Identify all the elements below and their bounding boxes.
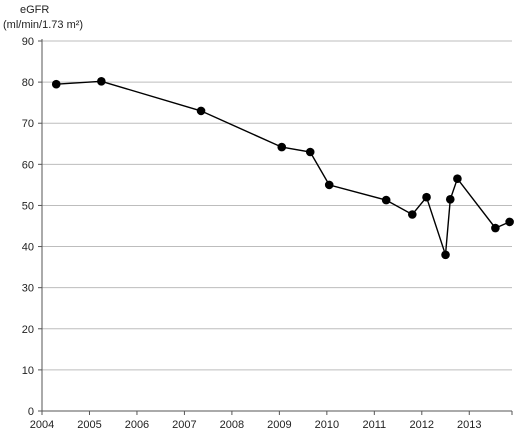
x-tick-label-2006: 2006 — [125, 419, 149, 431]
x-tick-label-2011: 2011 — [362, 419, 386, 431]
y-axis-unit: (ml/min/1.73 m²) — [3, 19, 83, 31]
data-point-4 — [305, 147, 315, 157]
x-tick-labels: 2004 2005 2006 2007 2008 2009 2010 2011 2012 2013 — [30, 419, 482, 431]
x-tick-label-2007: 2007 — [172, 419, 196, 431]
x-tick-label-2013: 2013 — [457, 419, 481, 431]
x-tick-label-2005: 2005 — [77, 419, 101, 431]
y-tick-label-0: 0 — [28, 406, 34, 418]
series-egfr — [51, 76, 514, 260]
data-point-10 — [445, 194, 455, 204]
series-line — [56, 80, 510, 256]
data-point-1 — [97, 76, 106, 86]
y-tick-label-90: 90 — [22, 36, 34, 48]
y-tick-label-20: 20 — [22, 324, 34, 336]
x-tick-label-2012: 2012 — [410, 419, 434, 431]
y-tick-label-80: 80 — [22, 77, 34, 89]
x-tick-label-2004: 2004 — [30, 419, 54, 431]
data-point-9 — [441, 250, 450, 260]
y-tick-label-50: 50 — [22, 200, 34, 212]
data-point-6 — [381, 195, 391, 205]
y-tick-label-30: 30 — [22, 283, 34, 295]
x-tick-label-2008: 2008 — [220, 419, 244, 431]
data-point-13 — [505, 217, 514, 227]
x-tick-label-2009: 2009 — [267, 419, 291, 431]
y-tick-labels: 0 10 20 30 40 50 60 70 80 90 — [22, 36, 34, 418]
data-point-3 — [277, 142, 287, 152]
data-point-8 — [422, 192, 431, 202]
gridlines — [42, 40, 512, 371]
data-point-0 — [51, 79, 61, 89]
y-axis-label: eGFR — [20, 4, 49, 16]
data-point-2 — [196, 106, 206, 116]
data-point-11 — [453, 174, 462, 184]
y-tick-label-10: 10 — [22, 365, 34, 377]
data-point-5 — [324, 180, 334, 190]
y-tick-label-70: 70 — [22, 118, 34, 130]
data-point-12 — [491, 223, 500, 233]
x-tick-label-2010: 2010 — [315, 419, 339, 431]
axes — [38, 39, 513, 415]
y-tick-label-60: 60 — [22, 159, 34, 171]
y-tick-label-40: 40 — [22, 242, 34, 254]
data-point-7 — [408, 210, 417, 219]
